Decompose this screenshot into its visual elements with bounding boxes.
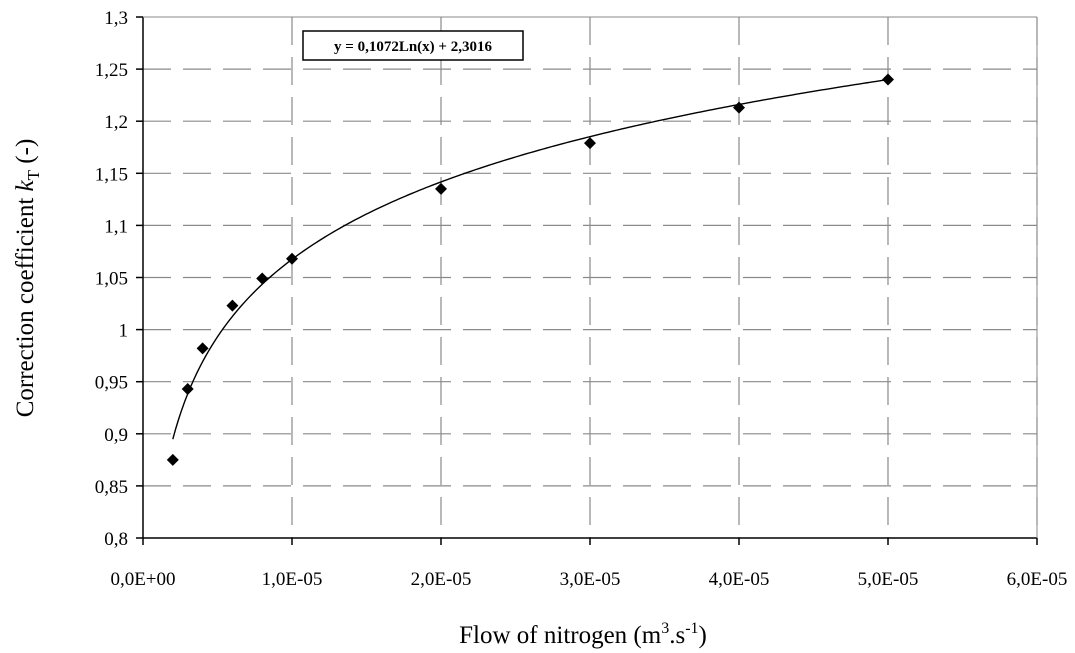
data-point-diamond <box>226 299 239 312</box>
data-point-diamond <box>181 382 194 395</box>
x-tick-label: 4,0E-05 <box>709 569 770 590</box>
data-point-diamond <box>286 252 298 265</box>
data-point-diamond <box>882 73 894 86</box>
y-tick-label: 1,3 <box>104 8 128 29</box>
y-axis-title: Correction coefficient kT (-) <box>12 139 43 418</box>
y-tick-label: 1 <box>119 321 129 342</box>
y-tick-label: 1,25 <box>95 60 128 81</box>
x-tick-label: 5,0E-05 <box>858 569 919 590</box>
data-point-diamond <box>435 182 447 195</box>
x-tick-label: 1,0E-05 <box>262 569 323 590</box>
y-tick-label: 0,85 <box>95 477 128 498</box>
x-tick-label: 3,0E-05 <box>560 569 621 590</box>
y-tick-label: 1,05 <box>95 269 128 290</box>
y-tick-label: 1,15 <box>95 164 128 185</box>
x-tick-label: 6,0E-05 <box>1007 569 1068 590</box>
data-point-diamond <box>584 137 596 150</box>
axis-ticks: 0,8 0,85 0,9 0,95 1 1,05 1,1 1,15 1,2 1,25 1,3 0,0E… <box>95 8 1068 590</box>
y-tick-label: 0,8 <box>104 529 128 550</box>
equation-box: y = 0,1072Ln(x) + 2,3016 <box>302 30 524 61</box>
y-tick-label: 1,1 <box>104 216 128 237</box>
equation-label: y = 0,1072Ln(x) + 2,3016 <box>334 39 492 55</box>
y-tick-label: 0,95 <box>95 373 128 394</box>
x-axis-title: Flow of nitrogen (m3.s-1) <box>459 620 707 649</box>
x-tick-label: 0,0E+00 <box>110 569 175 590</box>
data-point-diamond <box>733 101 745 114</box>
y-tick-label: 0,9 <box>104 425 128 446</box>
data-point-diamond <box>256 272 269 285</box>
data-points <box>166 73 894 466</box>
y-tick-label: 1,2 <box>104 112 128 133</box>
data-point-diamond <box>166 453 179 466</box>
data-point-diamond <box>196 342 209 355</box>
x-tick-label: 2,0E-05 <box>411 569 472 590</box>
